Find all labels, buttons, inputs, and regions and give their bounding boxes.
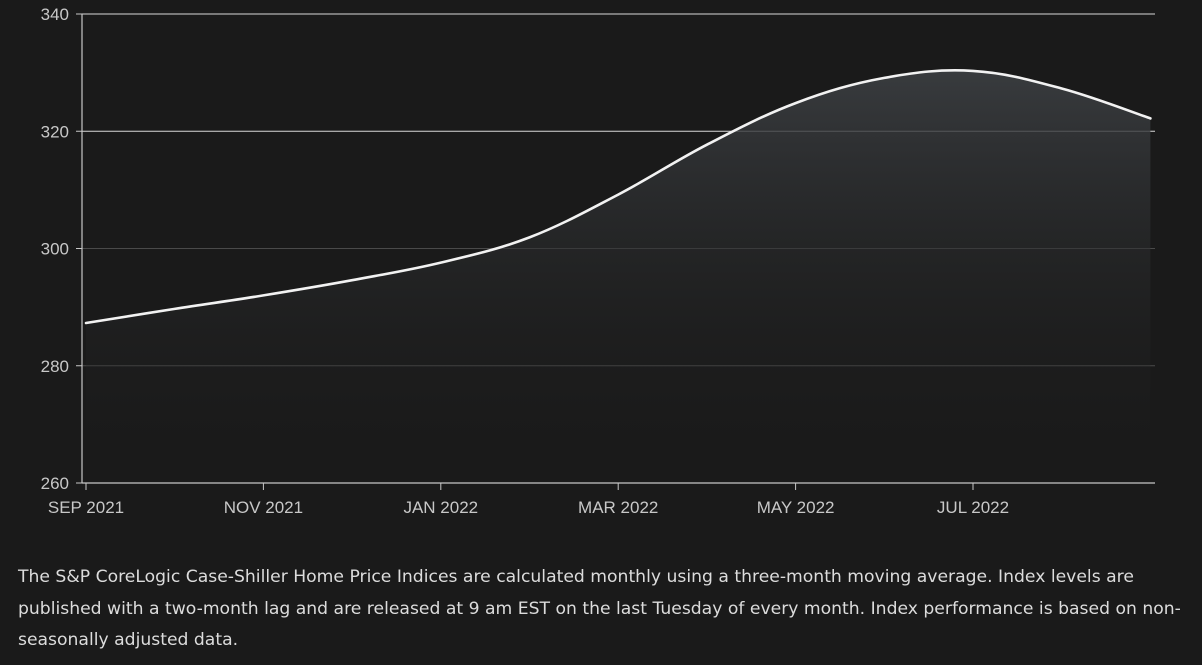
y-tick-label-320: 320 <box>41 122 69 141</box>
x-tick-label-2: NOV 2021 <box>224 498 303 517</box>
footnote-text: The S&P CoreLogic Case-Shiller Home Pric… <box>18 567 1181 650</box>
y-tick-label-260: 260 <box>41 474 69 493</box>
area-fill-layer <box>86 70 1151 484</box>
y-tick-label-300: 300 <box>41 240 69 259</box>
axes <box>76 13 1155 490</box>
y-tick-label-340: 340 <box>41 5 69 24</box>
series-line <box>84 69 1152 325</box>
series-line-layer <box>84 69 1152 325</box>
x-tick-label-10: JUL 2022 <box>937 498 1009 517</box>
x-tick-label-6: MAR 2022 <box>578 498 658 517</box>
x-tick-label-0: SEP 2021 <box>48 498 124 517</box>
tick-labels: 260 280 300 320 340 SEP 2021 NOV 2021 JAN 2022 M… <box>41 5 1009 517</box>
series-area-fill <box>86 70 1151 484</box>
y-tick-label-280: 280 <box>41 357 69 376</box>
x-tick-label-4: JAN 2022 <box>403 498 478 517</box>
index-line-chart: 260 280 300 320 340 SEP 2021 NOV 2021 JAN 2022 M… <box>41 5 1155 517</box>
x-tick-label-8: MAY 2022 <box>757 498 835 517</box>
